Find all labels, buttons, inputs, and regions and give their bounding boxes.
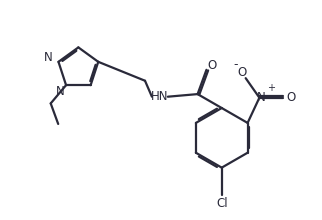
Text: HN: HN — [151, 90, 169, 103]
Text: N: N — [257, 91, 266, 104]
Text: +: + — [267, 83, 275, 93]
Text: -: - — [233, 58, 238, 71]
Text: O: O — [208, 59, 217, 72]
Text: N: N — [44, 51, 53, 64]
Text: O: O — [237, 66, 246, 79]
Text: Cl: Cl — [216, 197, 228, 210]
Text: O: O — [287, 91, 296, 104]
Text: N: N — [56, 85, 64, 98]
